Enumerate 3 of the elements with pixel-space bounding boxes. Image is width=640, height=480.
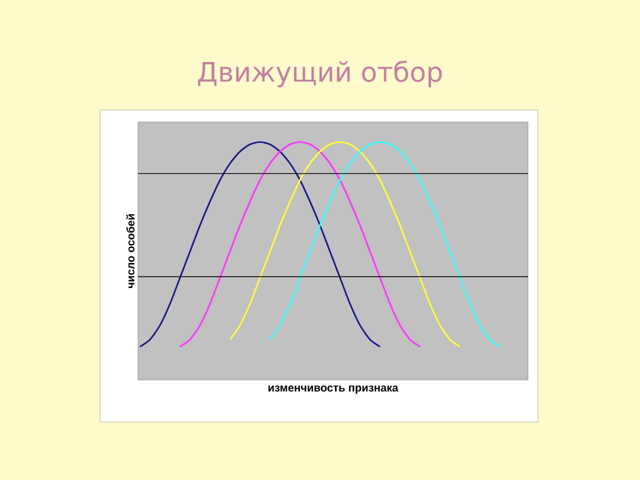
- x-axis-title: изменчивость признака: [268, 386, 398, 394]
- y-axis-title: число особей: [126, 214, 134, 288]
- chart-title: Движущий отбор: [198, 60, 442, 88]
